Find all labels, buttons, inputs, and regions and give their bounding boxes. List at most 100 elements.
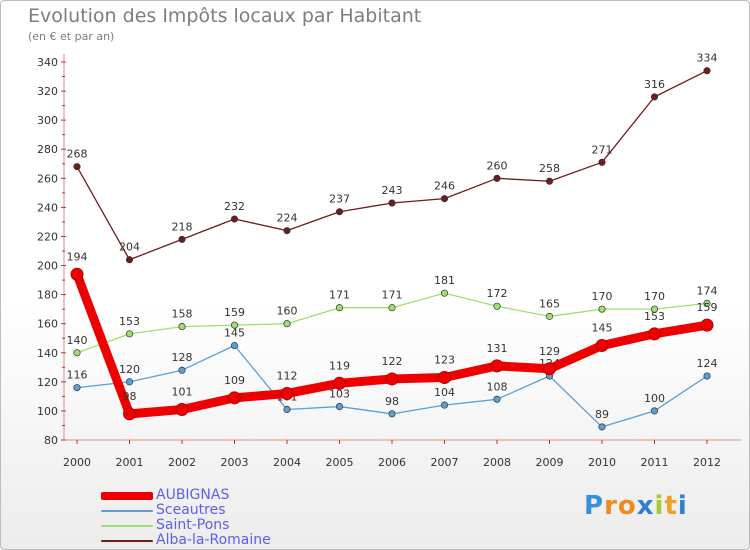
y-tick-label: 320 [37,85,58,98]
y-tick-label: 80 [44,434,58,447]
data-point-aubignas [70,267,84,281]
data-label-saint-pons: 174 [697,284,718,297]
data-label-saint-pons: 160 [277,305,298,318]
data-label-sceautres: 104 [434,386,455,399]
data-label-aubignas: 109 [224,374,245,387]
data-label-alba-la-romaine: 271 [592,143,613,156]
data-label-alba-la-romaine: 258 [539,162,560,175]
data-point-sceautres [650,407,659,415]
x-tick-label: 2010 [588,456,616,469]
x-tick-label: 2007 [431,456,459,469]
x-tick-label: 2001 [116,456,144,469]
data-point-alba-la-romaine [545,177,554,185]
logo-letter: i [654,491,665,521]
data-point-aubignas [438,370,451,384]
legend-label-sceautres: Sceautres [156,502,226,518]
data-point-sceautres [283,405,291,414]
data-point-saint-pons [230,321,239,329]
data-label-alba-la-romaine: 237 [329,193,350,206]
data-point-aubignas [175,402,189,416]
data-label-saint-pons: 158 [172,308,193,321]
data-label-aubignas: 131 [487,342,508,355]
x-tick-label: 2003 [221,456,249,469]
data-point-saint-pons [73,349,81,357]
data-point-sceautres [388,410,396,418]
proxiti-logo: Proxiti [584,491,688,521]
x-tick-label: 2000 [63,456,91,469]
data-label-saint-pons: 171 [329,289,350,302]
data-point-aubignas [123,407,136,421]
data-label-saint-pons: 170 [644,290,665,303]
logo-letter: i [677,491,688,521]
data-label-aubignas: 119 [329,359,350,372]
data-point-alba-la-romaine [178,235,186,243]
data-label-sceautres: 89 [595,408,609,421]
data-label-saint-pons: 172 [487,287,508,300]
data-point-saint-pons [440,289,449,297]
data-label-sceautres: 145 [224,327,245,340]
data-point-aubignas [595,339,609,352]
data-label-aubignas: 194 [67,250,88,263]
x-tick-label: 2006 [378,456,406,469]
y-tick-label: 200 [37,260,58,273]
data-label-sceautres: 100 [644,392,665,405]
data-label-saint-pons: 159 [224,306,245,319]
y-tick-label: 220 [37,230,58,243]
data-label-aubignas: 98 [123,390,137,403]
data-point-saint-pons [178,323,186,331]
y-tick-label: 240 [37,201,58,214]
data-point-sceautres [440,401,449,409]
data-label-saint-pons: 171 [382,289,403,302]
data-label-sceautres: 108 [487,380,508,393]
legend-label-alba-la-romaine: Alba-la-Romaine [156,532,271,548]
data-label-alba-la-romaine: 243 [382,184,403,197]
data-point-alba-la-romaine [388,199,396,207]
data-label-aubignas: 153 [644,310,665,323]
x-tick-label: 2009 [536,456,564,469]
data-point-aubignas [700,318,714,332]
data-point-sceautres [598,423,606,431]
y-tick-label: 120 [37,376,58,389]
data-label-saint-pons: 181 [434,274,455,287]
data-point-saint-pons [125,330,134,338]
data-label-alba-la-romaine: 316 [644,78,665,91]
y-tick-label: 260 [37,172,58,185]
y-tick-label: 340 [37,56,58,69]
chart-subtitle: (en € et par an) [28,30,115,43]
logo-letter: r [604,491,618,521]
data-point-alba-la-romaine [125,256,134,264]
y-tick-label: 300 [37,114,58,127]
data-label-aubignas: 159 [697,301,718,314]
data-label-aubignas: 145 [592,322,613,335]
data-point-saint-pons [650,305,659,313]
y-tick-label: 160 [37,318,58,331]
x-tick-label: 2004 [273,456,301,469]
legend-swatch-aubignas [101,492,153,500]
data-label-saint-pons: 140 [67,334,88,347]
data-point-aubignas [333,376,346,390]
data-label-sceautres: 116 [67,369,88,382]
data-label-alba-la-romaine: 218 [172,220,193,233]
data-point-saint-pons [388,304,396,312]
x-tick-label: 2005 [326,456,354,469]
data-point-alba-la-romaine [650,93,659,101]
logo-letter: x [636,491,655,521]
x-tick-label: 2002 [168,456,196,469]
data-point-alba-la-romaine [493,174,501,182]
data-point-saint-pons [703,299,711,307]
data-label-saint-pons: 170 [592,290,613,303]
data-label-saint-pons: 165 [539,297,560,310]
data-point-alba-la-romaine [440,195,449,203]
logo-letter: t [664,491,678,521]
data-point-aubignas [543,362,556,376]
data-point-saint-pons [283,320,291,328]
x-tick-label: 2011 [641,456,669,469]
data-label-alba-la-romaine: 224 [277,212,298,225]
data-point-alba-la-romaine [73,163,81,171]
y-tick-label: 140 [37,347,58,360]
data-point-sceautres [230,341,239,350]
data-label-sceautres: 120 [119,363,140,376]
data-point-aubignas [228,391,241,405]
x-tick-label: 2012 [693,456,721,469]
